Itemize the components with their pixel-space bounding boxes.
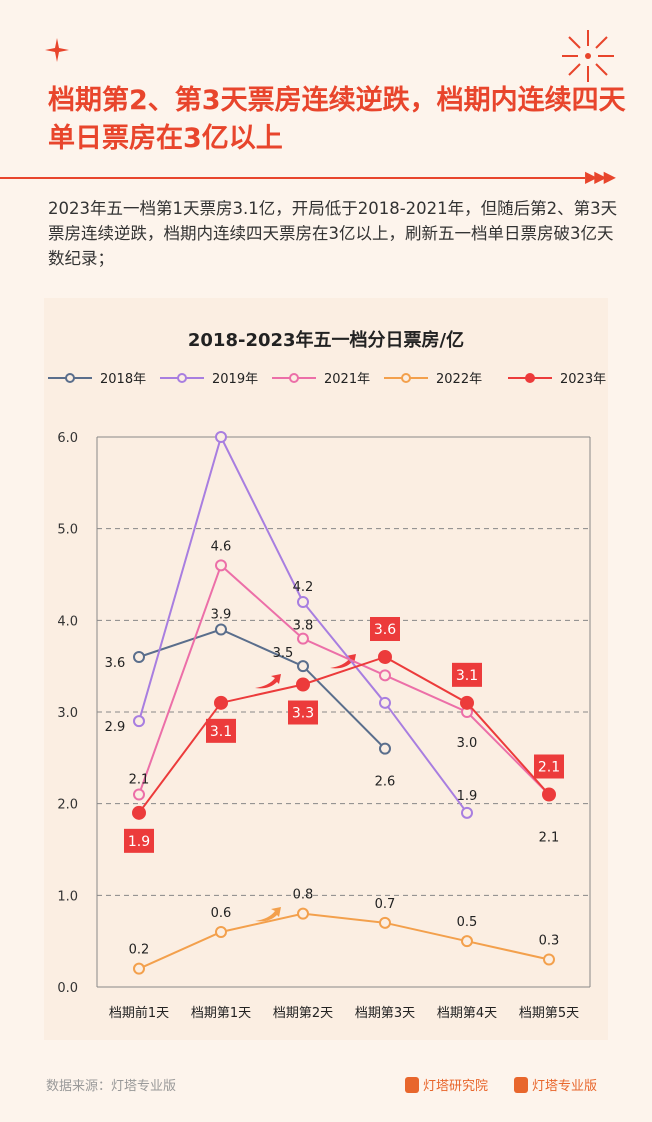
y-tick-label: 0.0 <box>57 981 78 996</box>
lighthouse-logo-icon <box>514 1076 528 1093</box>
x-tick-label: 档期第3天 <box>355 1006 415 1021</box>
legend-label: 2022年 <box>436 372 482 387</box>
data-label: 4.2 <box>293 580 314 595</box>
data-label: 0.6 <box>211 906 232 921</box>
data-point <box>297 632 309 645</box>
description: 2023年五一档第1天票房3.1亿，开局低于2018-2021年，但随后第2、第… <box>48 199 618 268</box>
data-point <box>133 962 145 975</box>
legend-marker <box>177 373 187 383</box>
data-point <box>379 742 391 755</box>
series-line <box>138 655 550 814</box>
data-point <box>297 596 309 608</box>
legend-marker <box>525 373 535 383</box>
brand-pro: 灯塔专业版 <box>514 1075 597 1094</box>
y-tick-label: 3.0 <box>57 706 78 721</box>
legend-label: 2021年 <box>324 372 370 387</box>
legend-marker <box>65 373 75 383</box>
data-label: 1.9 <box>457 789 478 804</box>
data-point <box>379 669 391 682</box>
y-tick-label: 4.0 <box>57 614 78 629</box>
data-label: 0.3 <box>539 934 560 949</box>
data-point <box>297 907 309 920</box>
data-point <box>133 715 145 728</box>
legend-label: 2018年 <box>100 372 146 387</box>
x-tick-label: 档期第5天 <box>519 1006 579 1021</box>
page-title: 档期第2、第3天票房连续逆跌，档期内连续四天单日票房在3亿以上 <box>48 85 626 154</box>
x-tick-label: 档期第2天 <box>273 1006 333 1021</box>
data-label: 3.6 <box>105 656 126 671</box>
star-decoration-icon <box>45 38 69 62</box>
data-label-box <box>124 828 154 853</box>
x-tick-label: 档期第4天 <box>437 1006 497 1021</box>
x-tick-label: 档期第1天 <box>191 1006 251 1021</box>
data-label-box <box>206 718 236 743</box>
chart-title: 2018-2023年五一档分日票房/亿 <box>187 330 465 351</box>
data-point <box>214 695 228 710</box>
y-tick-label: 6.0 <box>57 431 78 446</box>
brand1-label: 灯塔研究院 <box>423 1079 489 1094</box>
y-tick-label: 1.0 <box>57 889 78 904</box>
data-label: 3.9 <box>211 608 232 623</box>
data-point <box>215 623 227 636</box>
data-label: 2.6 <box>375 775 396 790</box>
data-label-box <box>452 662 482 687</box>
data-point <box>460 695 474 710</box>
series-line <box>138 563 550 796</box>
data-point <box>379 916 391 929</box>
data-label: 2.9 <box>105 720 126 735</box>
data-label-box <box>288 700 318 725</box>
legend-marker <box>401 373 411 383</box>
data-point <box>461 806 473 819</box>
data-label: 2.1 <box>539 831 560 846</box>
lighthouse-logo-icon <box>405 1076 419 1093</box>
y-tick-label: 5.0 <box>57 523 78 538</box>
trend-arrow-icon <box>255 674 281 689</box>
series-line <box>138 628 386 750</box>
data-label-box <box>534 754 564 779</box>
data-label: 3.6 <box>374 622 396 638</box>
data-label: 3.8 <box>293 619 314 634</box>
data-point <box>461 935 473 948</box>
data-label: 3.1 <box>210 724 232 740</box>
data-label: 3.3 <box>292 706 314 722</box>
data-label: 2.1 <box>129 773 150 788</box>
data-label-box <box>370 617 400 641</box>
data-label: 0.5 <box>457 915 478 930</box>
data-point <box>378 650 392 664</box>
legend-label: 2019年 <box>212 372 258 387</box>
data-label: 3.0 <box>457 736 478 751</box>
data-label: 0.2 <box>129 943 150 958</box>
data-point <box>296 677 310 692</box>
trend-arrow-icon <box>255 907 281 922</box>
data-label: 1.9 <box>128 834 150 850</box>
legend-marker <box>289 373 299 383</box>
data-point <box>297 660 309 673</box>
data-label: 0.8 <box>293 888 314 903</box>
triple-arrow-icon: ▶▶▶ <box>585 167 616 186</box>
brand2-label: 灯塔专业版 <box>532 1079 598 1094</box>
data-point <box>133 788 145 801</box>
data-point <box>133 651 145 663</box>
data-point <box>542 787 556 802</box>
data-label: 4.6 <box>211 539 232 554</box>
data-point <box>215 926 227 938</box>
data-point <box>379 696 391 709</box>
y-tick-label: 2.0 <box>57 798 78 813</box>
title-divider <box>0 177 585 179</box>
data-source: 数据来源：灯塔专业版 <box>46 1079 177 1094</box>
data-point <box>215 431 227 443</box>
data-label: 3.5 <box>273 646 294 661</box>
legend-label: 2023年 <box>560 372 606 387</box>
data-label: 2.1 <box>538 760 560 776</box>
firework-decoration-icon <box>562 30 614 82</box>
x-tick-label: 档期前1天 <box>109 1005 169 1021</box>
series-line <box>138 912 550 970</box>
data-point <box>132 805 146 820</box>
brand-research: 灯塔研究院 <box>405 1075 488 1094</box>
data-point <box>215 559 227 572</box>
data-label: 0.7 <box>375 897 396 912</box>
data-point <box>543 953 555 966</box>
data-label: 3.1 <box>456 668 478 684</box>
